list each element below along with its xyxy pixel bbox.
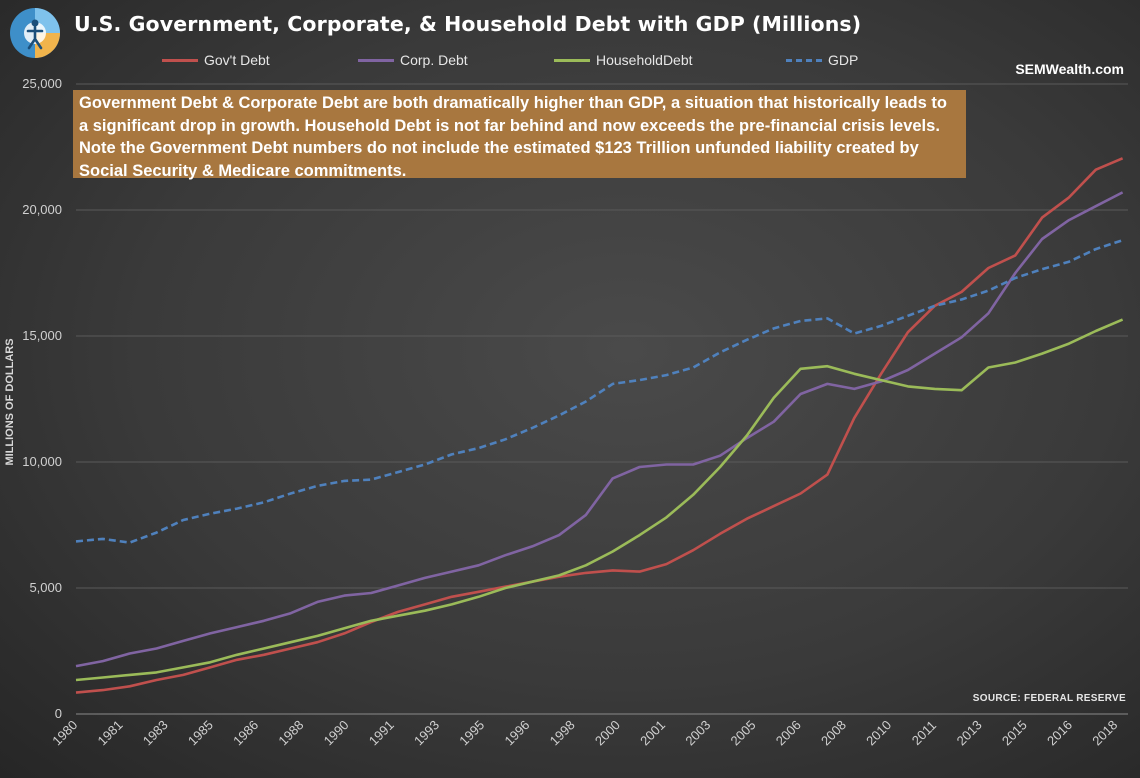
x-tick-label: 2006 bbox=[773, 717, 804, 748]
y-axis-label: MILLIONS OF DOLLARS bbox=[4, 338, 16, 465]
x-tick-label: 2015 bbox=[999, 717, 1030, 748]
legend-item-govt-debt: Gov't Debt bbox=[162, 52, 270, 68]
legend-label-govt-debt: Gov't Debt bbox=[204, 52, 270, 68]
chart-title: U.S. Government, Corporate, & Household … bbox=[74, 12, 862, 36]
legend-label-household-debt: HouseholdDebt bbox=[596, 52, 693, 68]
x-tick-label: 1991 bbox=[366, 717, 397, 748]
y-axis-ticks: 0 5,000 10,000 15,000 20,000 25,000 bbox=[22, 76, 62, 721]
y-tick-label: 0 bbox=[55, 706, 62, 721]
series-line-gdp bbox=[75, 238, 1124, 544]
x-tick-label: 2010 bbox=[863, 717, 894, 748]
x-tick-label: 1988 bbox=[275, 717, 306, 748]
series-lines bbox=[75, 157, 1124, 694]
y-tick-label: 20,000 bbox=[22, 202, 62, 217]
x-tick-label: 2016 bbox=[1044, 717, 1075, 748]
legend-swatch-gdp bbox=[786, 58, 822, 62]
annotation-text: Government Debt & Corporate Debt are bot… bbox=[79, 94, 947, 180]
x-tick-label: 1996 bbox=[501, 717, 532, 748]
x-tick-label: 2018 bbox=[1089, 717, 1120, 748]
legend-swatch-govt-debt bbox=[162, 58, 198, 62]
x-tick-label: 1985 bbox=[185, 717, 216, 748]
y-tick-label: 5,000 bbox=[29, 580, 62, 595]
x-tick-label: 1983 bbox=[140, 717, 171, 748]
x-tick-label: 1986 bbox=[230, 717, 261, 748]
annotation-box: Government Debt & Corporate Debt are bot… bbox=[73, 90, 966, 180]
legend-swatch-corp-debt bbox=[358, 58, 394, 62]
x-tick-label: 2005 bbox=[728, 717, 759, 748]
x-tick-label: 1993 bbox=[411, 717, 442, 748]
chart-legend: Gov't Debt Corp. Debt HouseholdDebt GDP bbox=[0, 52, 1140, 74]
x-tick-label: 2011 bbox=[909, 718, 939, 748]
legend-swatch-household-debt bbox=[554, 58, 590, 62]
series-line-gov-t-debt bbox=[75, 157, 1124, 694]
x-tick-label: 1980 bbox=[49, 717, 80, 748]
x-tick-label: 1990 bbox=[321, 717, 352, 748]
legend-item-gdp: GDP bbox=[786, 52, 858, 68]
x-tick-label: 1998 bbox=[547, 717, 578, 748]
series-line-corp-debt bbox=[75, 191, 1124, 668]
chart-header: U.S. Government, Corporate, & Household … bbox=[0, 0, 1140, 58]
legend-item-household-debt: HouseholdDebt bbox=[554, 52, 693, 68]
brand-label: SEMWealth.com bbox=[1015, 61, 1124, 77]
y-tick-label: 10,000 bbox=[22, 454, 62, 469]
source-label: SOURCE: FEDERAL RESERVE bbox=[972, 693, 1126, 704]
x-tick-label: 2003 bbox=[682, 717, 713, 748]
y-tick-label: 15,000 bbox=[22, 328, 62, 343]
x-tick-label: 2008 bbox=[818, 717, 849, 748]
gridlines bbox=[76, 83, 1128, 589]
x-tick-label: 1995 bbox=[456, 717, 487, 748]
legend-item-corp-debt: Corp. Debt bbox=[358, 52, 468, 68]
legend-label-corp-debt: Corp. Debt bbox=[400, 52, 468, 68]
y-tick-label: 25,000 bbox=[22, 76, 62, 91]
series-line-householddebt bbox=[75, 318, 1124, 682]
legend-label-gdp: GDP bbox=[828, 52, 859, 68]
x-axis-ticks: 1980 1981 1983 1985 1986 1988 1990 1991 1993 1995… bbox=[49, 717, 1120, 748]
x-tick-label: 1981 bbox=[95, 717, 126, 748]
semwealth-logo-icon bbox=[10, 8, 60, 58]
x-tick-label: 2000 bbox=[592, 717, 623, 748]
x-tick-label: 2013 bbox=[954, 717, 985, 748]
x-tick-label: 2001 bbox=[637, 717, 668, 748]
